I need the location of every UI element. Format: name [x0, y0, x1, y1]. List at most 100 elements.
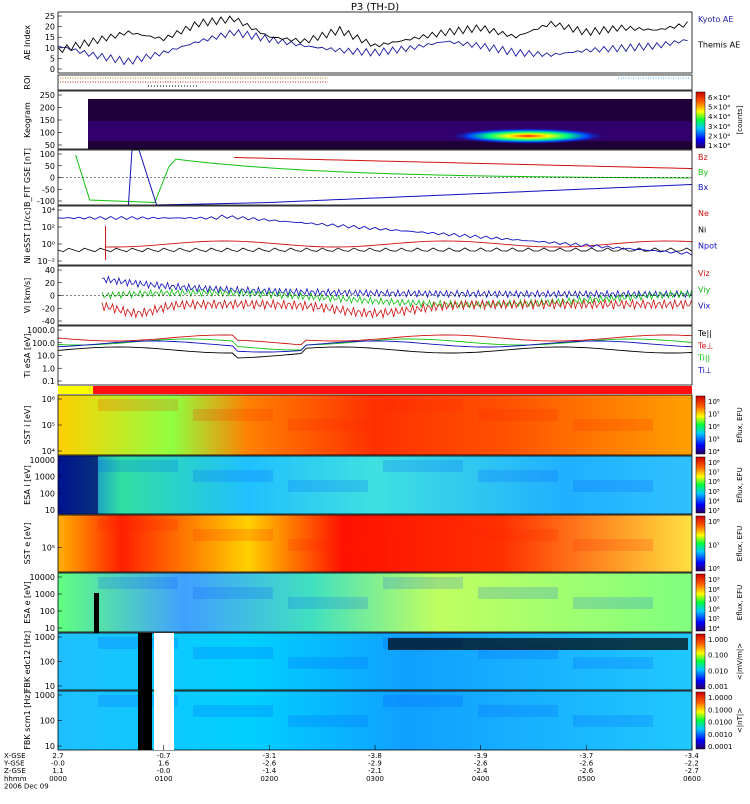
- fbk_e-colorbar-tick: 1.000: [708, 636, 728, 644]
- esa_e-colorbar-tick: 10⁵: [708, 615, 720, 623]
- density-legend-0: Ne: [698, 209, 709, 218]
- temperature-te-perp: [57, 334, 693, 346]
- esa_i-colorbar-tick: 10⁵: [708, 488, 720, 496]
- temperature-ytick-label: 0.1: [42, 377, 55, 386]
- esa_i-colorbar-tick: 10⁸: [708, 459, 720, 467]
- xaxis-tick-x: 2.7: [52, 752, 63, 760]
- fbk_e-ytick-label: 10: [45, 682, 55, 691]
- esa_e-band-2: [288, 597, 368, 609]
- sst_i-ytick-label: 10⁶: [42, 395, 55, 404]
- fbk_e-ytick-label: 1000: [35, 633, 55, 642]
- esa_i-colorbar-label: Eflux, EFU: [736, 467, 744, 502]
- fbk_b-colorbar-tick: 0.0001: [708, 743, 733, 751]
- sst_e-band-0: [98, 519, 178, 531]
- esa_e-colorbar-tick: 10⁷: [708, 596, 720, 604]
- ae-frame: [57, 11, 693, 74]
- esa-i-gap: [58, 456, 98, 514]
- esa_i-band-5: [573, 480, 653, 492]
- roi-frame: [57, 74, 693, 91]
- roi-bg: [58, 75, 692, 90]
- esa_i-colorbar-tick: 10⁶: [708, 478, 720, 486]
- fbk_b-colorbar: [695, 691, 706, 750]
- esa_e-ytick-label: 100: [40, 607, 55, 616]
- velocity-trace-1: [101, 288, 692, 310]
- xaxis-tick-x: -0.7: [157, 752, 171, 760]
- keogram-ytick-label: 250: [40, 91, 55, 100]
- xaxis-tick-t: 0200: [260, 775, 278, 783]
- xaxis-tick-x: -3.1: [262, 752, 276, 760]
- fbk_e-colorbar-tick: 0.010: [708, 667, 728, 675]
- fbk_e-band-5: [573, 657, 653, 669]
- keogram-colorbar-tick: 6×10⁴: [708, 94, 730, 102]
- ae-series-0: [57, 28, 688, 66]
- keogram-colorbar-tick: 3×10⁴: [708, 123, 730, 131]
- sst_e-frame: [57, 514, 693, 573]
- xaxis-tick-x: -3.4: [685, 752, 699, 760]
- sst_e-ylabel: SST e [eV]: [23, 523, 32, 565]
- esa_e-band-0: [98, 577, 178, 589]
- fbk_b-colorbar-tick: 0.1000: [708, 706, 733, 714]
- temperature-ylabel: Ti eSA [eV]: [23, 333, 32, 378]
- xaxis-row-label-2: Z-GSE: [4, 767, 26, 775]
- sst_i-band-5: [573, 419, 653, 431]
- esa_e-band-4: [478, 587, 558, 599]
- ae-ylabel: AE Index: [23, 25, 32, 60]
- keogram-colorbar-tick: 5×10⁴: [708, 104, 730, 112]
- xaxis-tick-y: -2.6: [262, 760, 276, 768]
- bfield-ytick-label: 50: [45, 162, 55, 171]
- density-legend-1: Ni: [698, 225, 706, 234]
- temperature-legend-2: Ti||: [697, 354, 710, 363]
- sst_i-band-3: [383, 399, 463, 411]
- bfield-ylabel: B_FIT GSE [nT]: [23, 148, 32, 207]
- sst_i-colorbar-tick: 10⁵: [708, 436, 720, 444]
- density-ylabel: Ni eSST [1/cc]: [23, 207, 32, 263]
- keogram-colorbar-tick: 1×10⁴: [708, 142, 730, 150]
- fbk_b-colorbar-label: <|nT|>: [736, 708, 744, 733]
- velocity-ytick-label: 0: [50, 292, 55, 301]
- esa_e-colorbar-tick: 10⁹: [708, 576, 720, 584]
- esa-e-gap: [94, 593, 99, 633]
- velocity-trace-2: [101, 298, 692, 320]
- xaxis-tick-y: 1.6: [158, 760, 170, 768]
- temperature-legend-0: Te||: [697, 329, 712, 338]
- sst_e-ytick-label: 10⁵: [42, 544, 55, 553]
- esa_i-band-1: [193, 470, 273, 482]
- esa_i-colorbar-tick: 10⁴: [708, 497, 720, 505]
- esa_i-colorbar-tick: 10⁷: [708, 469, 720, 477]
- sst_i-ylabel: SST i [eV]: [23, 406, 32, 445]
- density-npot: [57, 214, 693, 256]
- fbk_e-colorbar-tick: 0.001: [708, 683, 728, 691]
- sst_i-colorbar-tick: 10⁷: [708, 411, 720, 419]
- density-legend-2: Npot: [698, 242, 717, 251]
- fbk_e-band-1: [193, 647, 273, 659]
- keogram-ytick-label: 200: [40, 104, 55, 113]
- sst_e-colorbar: [695, 515, 706, 572]
- fbk_e-band-2: [288, 657, 368, 669]
- fbk_e-colorbar-label: <|mV/m|>: [736, 643, 744, 680]
- xaxis-tick-t: 0100: [155, 775, 173, 783]
- xaxis-tick-y: -2.6: [474, 760, 488, 768]
- esa_i-band-0: [98, 460, 178, 472]
- temperature-bg: [58, 326, 692, 385]
- bfield-legend-0: Bz: [698, 153, 708, 162]
- fbk_b-colorbar-tick: 0.0100: [708, 719, 733, 727]
- xaxis-tick-z: -2.6: [579, 767, 593, 775]
- bfield-ytick-label: -100: [37, 197, 55, 206]
- ae-ytick-label: 10: [45, 44, 55, 53]
- xaxis-tick-y: -2.6: [579, 760, 593, 768]
- sst_e-band-4: [478, 529, 558, 541]
- xaxis-tick-y: -2.2: [685, 760, 699, 768]
- esa_i-ytick-label: 10000: [30, 456, 55, 465]
- xaxis-tick-x: -3.7: [579, 752, 593, 760]
- temperature-ytick-label: 1.0: [42, 364, 55, 373]
- velocity-ylabel: Vi [km/s]: [23, 278, 32, 314]
- fbk_b-band-1: [193, 705, 273, 717]
- density-ytick-label: 10⁰: [42, 240, 55, 249]
- density-ytick-label: 10²: [42, 223, 55, 232]
- temperature-legend-3: Ti⊥: [697, 366, 712, 375]
- velocity-trace-0: [102, 275, 692, 300]
- ae-legend-1: Themis AE: [697, 41, 740, 50]
- temperature-ti-perp: [57, 340, 693, 353]
- fbk_b-ytick-label: 10: [45, 742, 55, 751]
- fbk-white-gap: [154, 633, 174, 750]
